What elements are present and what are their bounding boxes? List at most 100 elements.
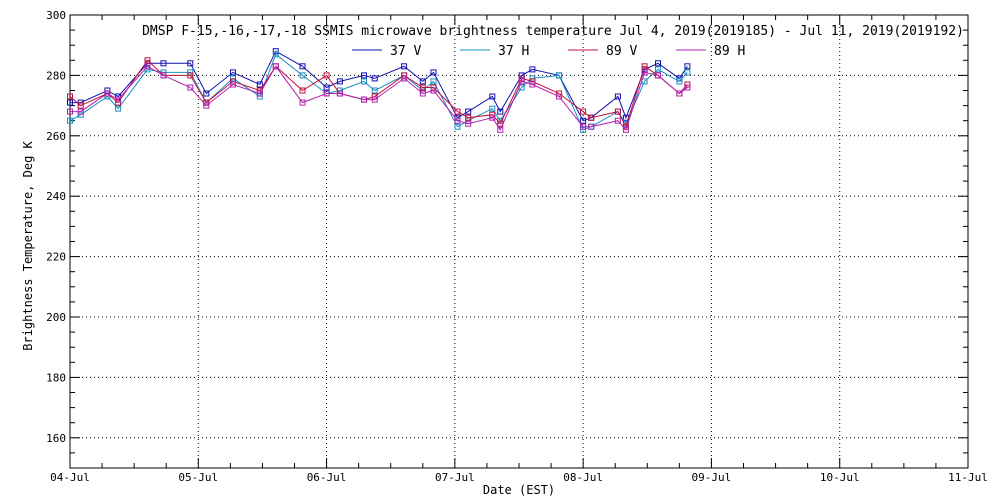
- data-point: [187, 60, 194, 67]
- data-point: [371, 96, 378, 103]
- data-point: [614, 93, 621, 100]
- data-point: [641, 69, 648, 76]
- data-point: [655, 72, 661, 79]
- data-point: [160, 72, 167, 79]
- data-point: [465, 114, 472, 121]
- data-point: [361, 96, 367, 103]
- data-point: [77, 111, 84, 118]
- data-point: [299, 87, 306, 94]
- x-tick-label: 04-Jul: [50, 471, 90, 484]
- data-point: [622, 126, 629, 133]
- y-tick-label: 280: [46, 69, 66, 82]
- legend-label: 37 H: [498, 44, 529, 59]
- y-tick-label: 200: [46, 311, 66, 324]
- data-point: [684, 69, 691, 76]
- legend-label: 89 H: [714, 44, 745, 59]
- data-point: [580, 108, 587, 115]
- data-point: [489, 93, 496, 100]
- data-point: [497, 126, 504, 133]
- x-tick-label: 06-Jul: [307, 471, 347, 484]
- data-point: [272, 51, 279, 58]
- data-point: [256, 81, 263, 88]
- data-point: [144, 63, 151, 70]
- data-point: [518, 78, 525, 85]
- data-point: [115, 96, 122, 103]
- data-point: [187, 72, 194, 79]
- data-point: [371, 87, 378, 94]
- data-point: [67, 93, 73, 100]
- data-point: [580, 126, 587, 133]
- x-tick-label: 11-Jul: [948, 471, 988, 484]
- data-point: [77, 108, 84, 115]
- data-point: [299, 99, 306, 106]
- data-point: [160, 60, 167, 67]
- data-point: [419, 78, 426, 85]
- data-point: [655, 66, 661, 73]
- data-point: [529, 81, 536, 88]
- data-point: [556, 93, 563, 100]
- data-point: [454, 108, 461, 115]
- series-line: [70, 65, 688, 131]
- data-point: [144, 57, 151, 64]
- data-point: [556, 72, 563, 79]
- data-point: [104, 90, 111, 97]
- data-point: [77, 102, 84, 109]
- y-axis-label: Brightness Temperature, Deg K: [21, 140, 35, 350]
- series-line: [69, 53, 688, 131]
- data-point: [419, 84, 426, 91]
- legend-label: 89 V: [606, 44, 637, 59]
- data-point: [67, 108, 73, 115]
- data-point: [465, 120, 472, 127]
- data-point: [489, 105, 496, 112]
- data-point: [256, 90, 263, 97]
- data-point: [614, 117, 621, 124]
- data-point: [203, 102, 210, 109]
- data-point: [454, 117, 461, 124]
- y-tick-label: 180: [46, 371, 66, 384]
- data-point: [684, 84, 691, 91]
- data-point: [676, 90, 683, 97]
- data-point: [497, 108, 504, 115]
- data-point: [187, 84, 194, 91]
- data-point: [67, 117, 73, 124]
- x-axis-label: Date (EST): [483, 483, 555, 497]
- data-point: [489, 114, 496, 121]
- data-point: [203, 90, 210, 97]
- x-tick-label: 10-Jul: [820, 471, 860, 484]
- data-point: [419, 90, 426, 97]
- data-point: [115, 105, 122, 112]
- data-point: [676, 78, 683, 85]
- data-point: [401, 75, 408, 82]
- data-point: [371, 75, 378, 82]
- data-point: [67, 99, 73, 106]
- y-tick-label: 160: [46, 432, 66, 445]
- data-point: [323, 72, 330, 79]
- y-tick-label: 300: [46, 9, 66, 22]
- data-point: [361, 72, 367, 79]
- data-point: [655, 60, 661, 67]
- legend-label: 37 V: [390, 44, 421, 59]
- legend: 37 V 37 H 89 V 89 H: [352, 44, 745, 59]
- data-point: [588, 114, 595, 121]
- chart-title: DMSP F-15,-16,-17,-18 SSMIS microwave br…: [142, 24, 964, 39]
- data-point: [230, 69, 236, 76]
- y-tick-label: 260: [46, 130, 66, 143]
- data-point: [580, 117, 587, 124]
- y-tick-label: 220: [46, 251, 66, 264]
- data-point: [336, 90, 343, 97]
- data-point: [299, 72, 306, 79]
- y-tick-label: 240: [46, 190, 66, 203]
- series-layer: [67, 48, 691, 133]
- data-point: [465, 108, 472, 115]
- data-point: [430, 69, 437, 76]
- data-point: [430, 78, 437, 85]
- data-point: [336, 78, 343, 85]
- data-point: [641, 63, 648, 70]
- data-point: [580, 123, 587, 130]
- data-point: [430, 87, 437, 94]
- data-point: [529, 66, 536, 73]
- data-point: [684, 63, 691, 70]
- axis-ticks: [69, 14, 969, 469]
- data-point: [588, 123, 595, 130]
- data-point: [614, 108, 621, 115]
